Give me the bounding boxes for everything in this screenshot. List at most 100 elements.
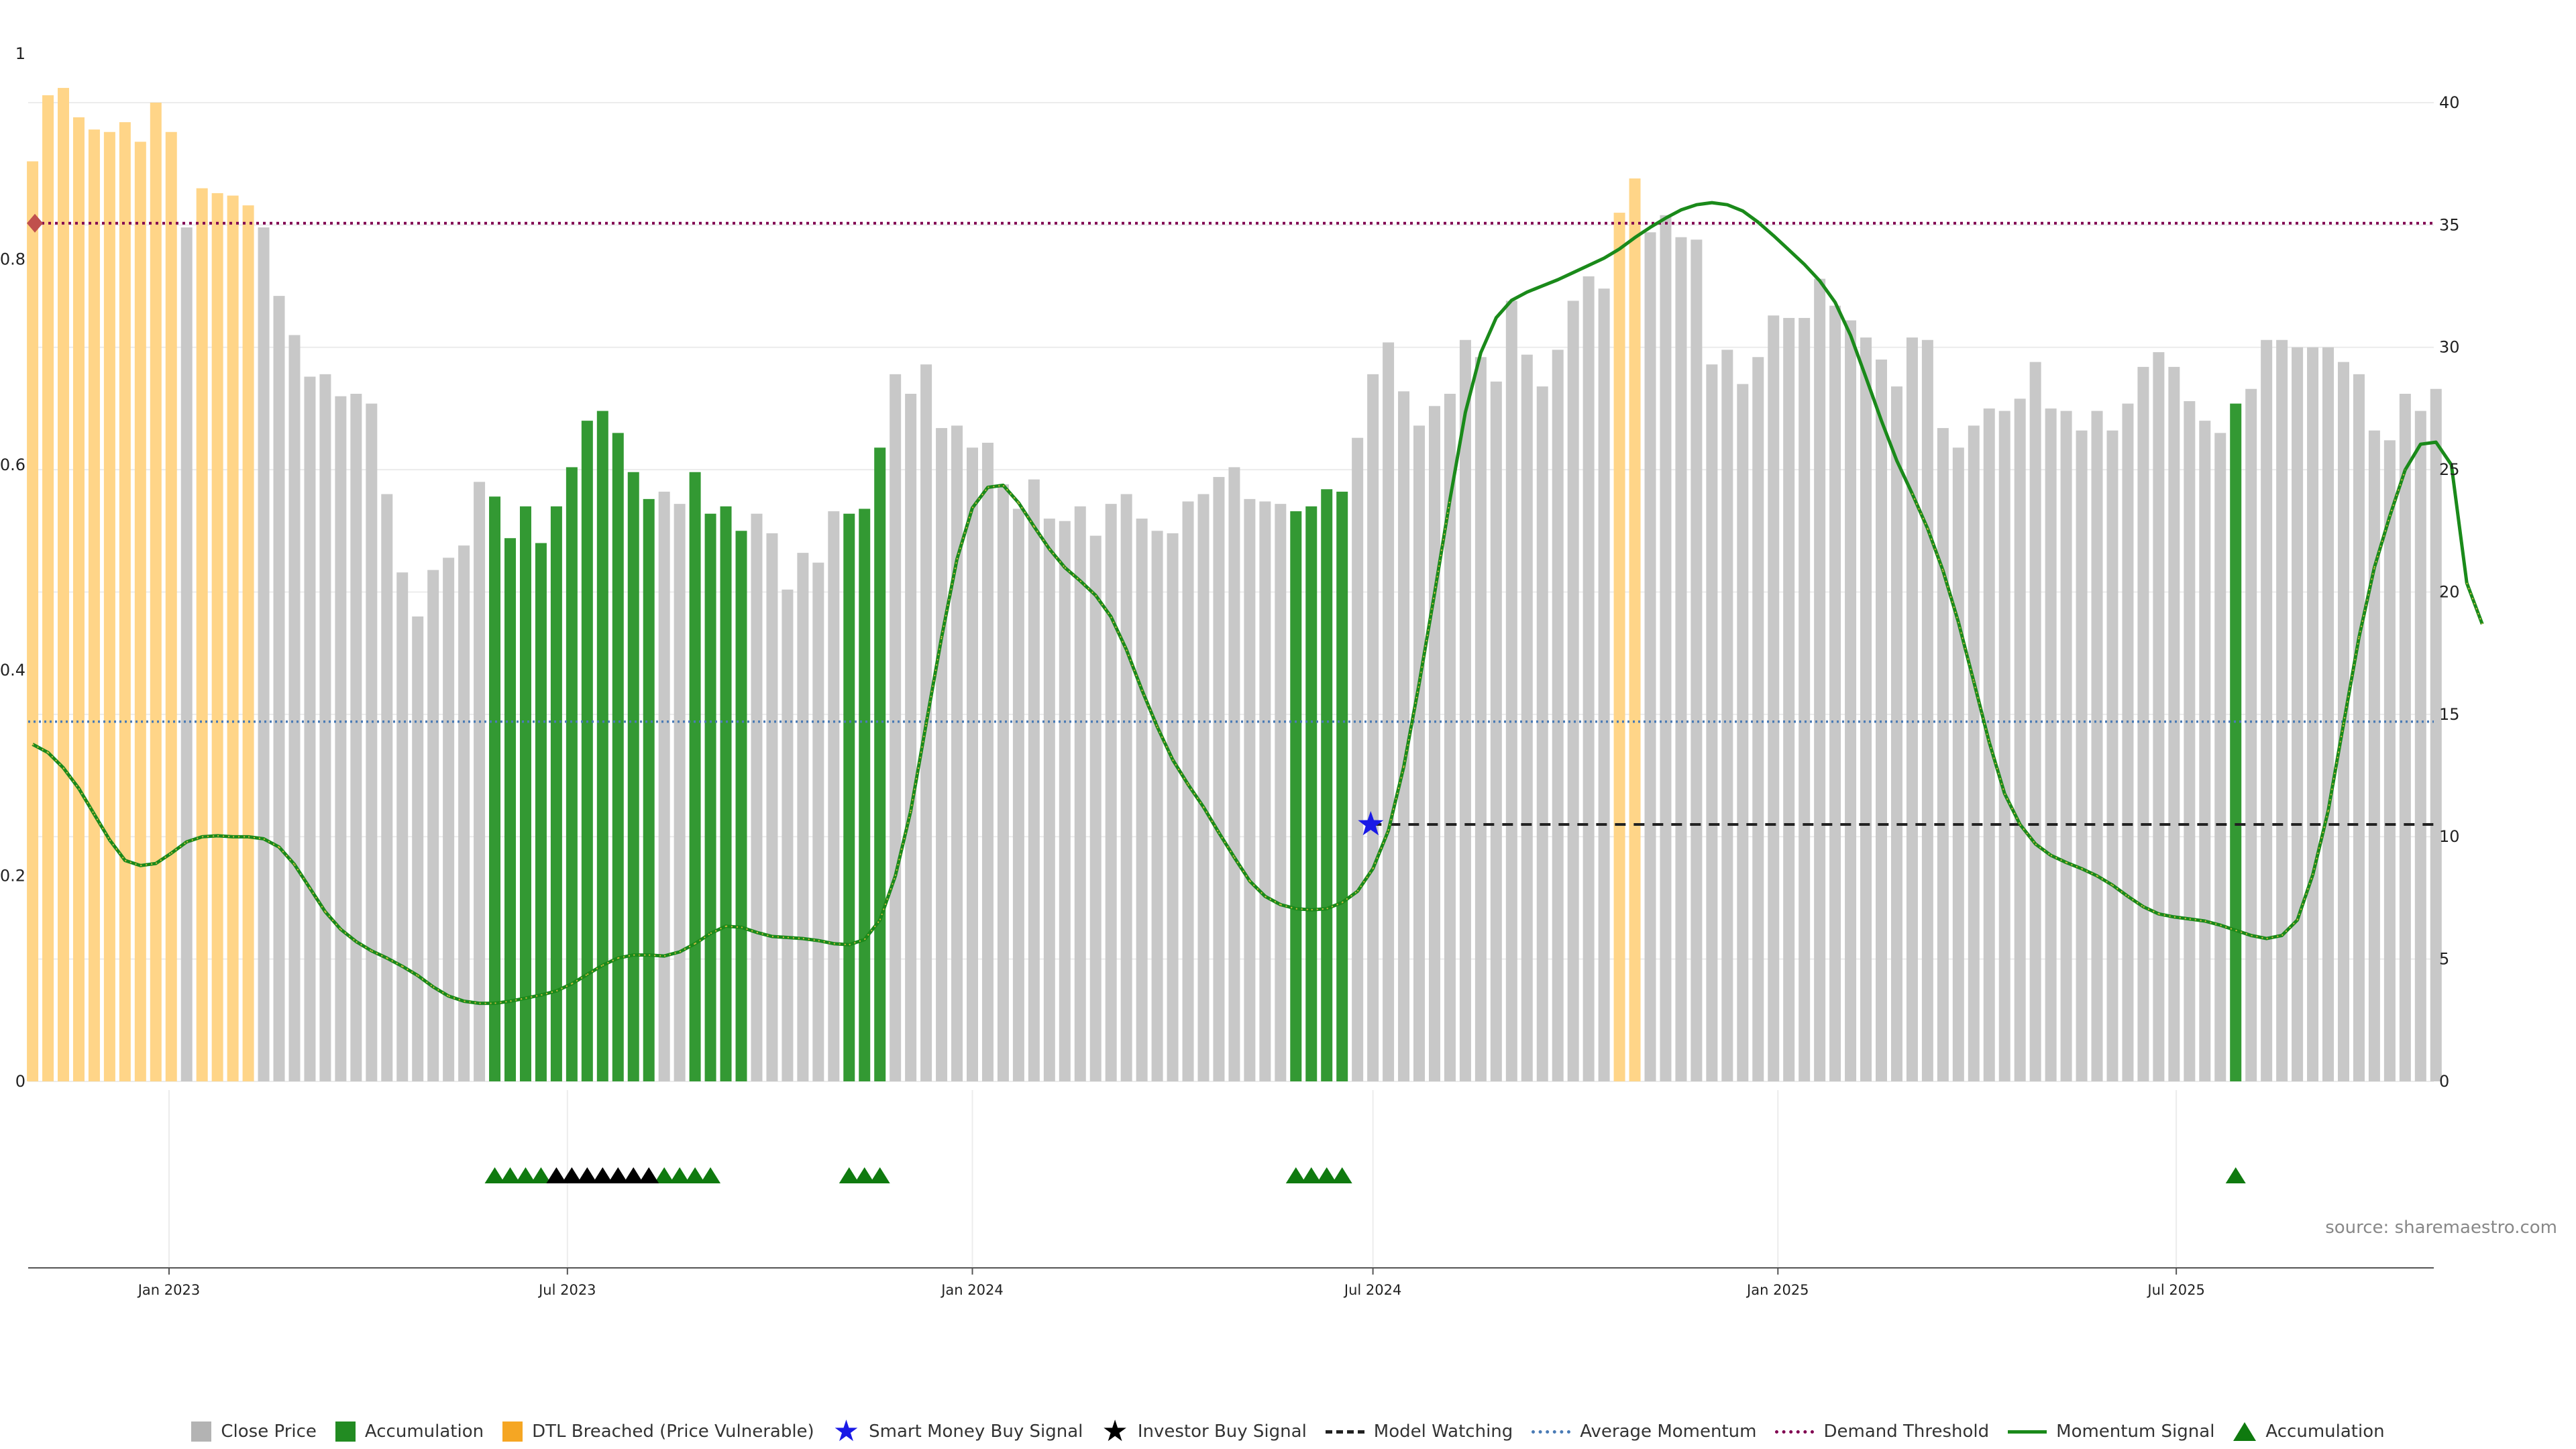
close-price-bar	[88, 129, 100, 1082]
close-price-bar	[1598, 288, 1610, 1082]
investor-buy-marker	[639, 1167, 659, 1183]
close-price-bar	[319, 374, 331, 1081]
legend-label: Momentum Signal	[2056, 1421, 2215, 1442]
close-price-bar	[735, 531, 747, 1081]
close-price-bar	[2307, 347, 2319, 1081]
close-price-bar	[1552, 350, 1564, 1082]
close-price-bar	[1259, 501, 1271, 1081]
legend-label: Smart Money Buy Signal	[869, 1421, 1083, 1442]
momentum-signal-overlay	[925, 637, 943, 724]
close-price-bar	[1244, 498, 1256, 1081]
close-price-bar	[1120, 494, 1132, 1081]
right-tick-label: 35	[2439, 215, 2460, 234]
close-price-bar	[1783, 317, 1795, 1081]
momentum-signal-overlay	[1187, 784, 1204, 808]
close-price-bar	[350, 394, 362, 1081]
smart-money-buy-star	[1358, 811, 1384, 836]
accumulation-marker	[685, 1167, 706, 1183]
legend-label: Average Momentum	[1580, 1421, 1757, 1442]
close-price-bar	[2122, 403, 2134, 1081]
x-tick-label: Jan 2025	[1746, 1282, 1809, 1298]
legend-swatch-box	[335, 1421, 356, 1442]
close-price-bar	[1182, 501, 1194, 1081]
close-price-bar	[519, 506, 531, 1081]
momentum-signal-overlay	[1387, 766, 1405, 831]
close-price-bar	[258, 227, 270, 1081]
x-tick-label: Jul 2025	[2146, 1282, 2204, 1298]
close-price-bar	[288, 335, 301, 1081]
close-price-bar	[2014, 398, 2026, 1081]
close-price-bar	[119, 122, 131, 1082]
close-price-bar	[1752, 357, 1764, 1082]
close-price-bar	[2399, 394, 2411, 1081]
close-price-bar	[27, 161, 39, 1081]
close-price-bar	[874, 447, 886, 1081]
close-price-bar	[566, 467, 578, 1081]
right-tick-label: 5	[2439, 950, 2449, 969]
momentum-signal-overlay	[2343, 637, 2360, 724]
close-price-bar	[535, 543, 547, 1081]
close-price-bar	[396, 572, 409, 1081]
right-tick-label: 30	[2439, 338, 2460, 357]
close-price-bar	[2368, 430, 2380, 1081]
close-price-bar	[1305, 506, 1318, 1081]
close-price-bar	[1768, 315, 1780, 1082]
legend-swatch-box	[502, 1421, 523, 1442]
left-tick-label: 0.6	[0, 455, 25, 474]
close-price-bar	[1613, 213, 1625, 1082]
accumulation-marker	[854, 1167, 875, 1183]
close-price-bar	[2153, 352, 2165, 1081]
close-price-bar	[1890, 386, 1902, 1081]
close-price-bar	[504, 538, 517, 1081]
close-price-bar	[1444, 394, 1456, 1081]
close-price-bar	[1675, 237, 1687, 1082]
close-price-bar	[1937, 428, 1949, 1081]
close-price-bar	[165, 131, 177, 1081]
close-price-bar	[242, 205, 254, 1082]
demand-threshold-marker	[27, 213, 43, 233]
legend-item: DTL Breached (Price Vulnerable)	[502, 1421, 814, 1442]
close-price-bar	[1059, 521, 1071, 1081]
close-price-bar	[627, 472, 639, 1081]
close-price-bar	[1474, 357, 1487, 1082]
close-price-bar	[581, 421, 593, 1081]
momentum-signal-overlay	[47, 752, 64, 769]
close-price-bar	[1398, 391, 1410, 1082]
momentum-signal-layer	[32, 201, 2484, 1006]
momentum-signal-overlay	[1064, 567, 1081, 582]
legend-item: Model Watching	[1325, 1421, 1513, 1442]
momentum-signal-overlay	[340, 928, 357, 943]
close-price-bar	[2045, 408, 2057, 1081]
close-price-bar	[2168, 366, 2180, 1081]
close-price-bar	[72, 117, 85, 1081]
close-price-bar	[1876, 359, 1887, 1081]
left-tick-label: 0.8	[0, 250, 25, 268]
close-price-bar	[997, 484, 1009, 1081]
close-price-bar	[1690, 239, 1703, 1082]
momentum-signal-overlay	[278, 847, 295, 865]
close-price-bar	[412, 616, 424, 1081]
left-tick-label: 0.4	[0, 661, 25, 680]
close-price-bar	[1968, 425, 1980, 1081]
close-price-bar	[1428, 406, 1440, 1081]
close-price-bar	[304, 376, 316, 1081]
close-price-bar	[1105, 504, 1117, 1081]
star-icon: ★	[833, 1414, 860, 1448]
reference-lines	[27, 213, 2434, 826]
close-price-bar	[366, 403, 378, 1081]
close-price-bar	[1952, 447, 1964, 1081]
right-tick-label: 15	[2439, 705, 2460, 724]
legend-swatch-box	[191, 1421, 212, 1442]
accumulation-marker	[1316, 1167, 1337, 1183]
legend-item: ★ Smart Money Buy Signal	[833, 1414, 1083, 1448]
close-price-bar	[474, 482, 486, 1081]
close-price-bar	[766, 533, 778, 1081]
legend-label: Close Price	[221, 1421, 317, 1442]
momentum-signal-overlay	[894, 810, 912, 876]
accumulation-marker	[869, 1167, 890, 1183]
close-price-bar	[2430, 388, 2442, 1081]
right-tick-label: 10	[2439, 827, 2460, 846]
close-price-bar	[1829, 305, 1841, 1081]
left-tick-label: 0	[15, 1072, 25, 1091]
close-price-bar	[905, 394, 917, 1081]
